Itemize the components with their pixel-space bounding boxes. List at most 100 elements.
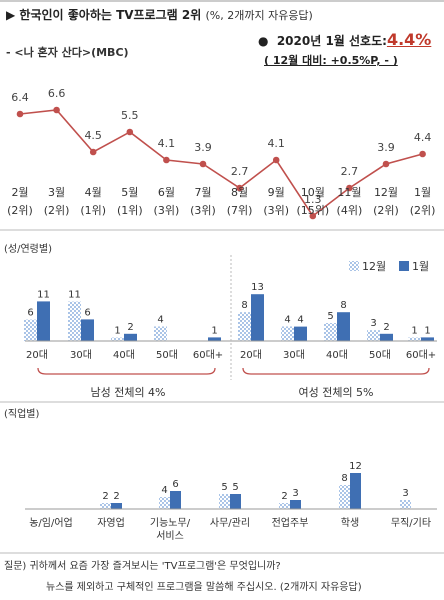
month-label: 12월 (374, 186, 398, 199)
bar-jan (294, 326, 307, 341)
month-label: 4월 (85, 186, 102, 199)
change-note: ( 12월 대비: +0.5%P, - ) (264, 52, 398, 68)
month-label: 5월 (121, 186, 138, 199)
rank-label: (1위) (80, 204, 106, 217)
bar-jan-label: 2 (127, 322, 133, 333)
trend-value-label: 4.1 (158, 137, 176, 150)
title-text: 한국인이 좋아하는 TV프로그램 2위 (19, 8, 202, 22)
bar-dec-label: 3 (402, 488, 408, 499)
month-label: 1월 (414, 186, 431, 199)
chart-title: ▶ 한국인이 좋아하는 TV프로그램 2위 (%, 2개까지 자유응답) (6, 6, 313, 23)
trend-point (89, 148, 97, 156)
bar-dec (68, 301, 81, 341)
trend-value-label: 2.7 (231, 165, 249, 178)
bar-jan-label: 3 (292, 488, 298, 499)
rank-label: (4위) (337, 204, 363, 217)
rank-label: (3위) (154, 204, 180, 217)
month-label: 2월 (11, 186, 28, 199)
trend-point (199, 160, 207, 168)
bar-jan (290, 500, 301, 509)
month-label: 10월 (301, 186, 325, 199)
section-label-sex-age: (성/연령별) (4, 244, 52, 255)
category-label: 30대 (70, 349, 92, 361)
bar-jan (111, 503, 122, 509)
category-label: 무직/기타 (391, 517, 431, 529)
rank-label: (15위) (296, 204, 329, 217)
bar-jan-label: 1 (424, 325, 430, 336)
bar-dec (159, 497, 170, 509)
trend-point (236, 184, 243, 192)
trend-point (419, 150, 426, 158)
month-label: 7월 (194, 186, 211, 199)
trend-point (163, 156, 170, 164)
bar-dec (238, 312, 251, 341)
rank-label: (2위) (44, 204, 70, 217)
category-label: 50대 (369, 349, 391, 361)
category-label: 20대 (240, 349, 262, 361)
preference-label: 2020년 1월 선호도: (276, 34, 387, 48)
rank-label: (7위) (227, 204, 253, 217)
bar-dec-label: 11 (68, 289, 81, 300)
bar-jan-label: 2 (113, 491, 119, 502)
bar-dec (281, 326, 294, 341)
bar-dec-label: 4 (161, 485, 167, 496)
rank-label: (2위) (373, 204, 399, 217)
trend-value-label: 1.3 (304, 193, 322, 206)
rank-label: (3위) (263, 204, 289, 217)
trend-value-label: 4.1 (267, 137, 285, 150)
category-label: 40대 (326, 349, 348, 361)
category-label: 서비스 (156, 530, 184, 542)
trend-value-label: 6.6 (48, 87, 66, 100)
trend-value-label: 3.9 (194, 141, 212, 154)
bar-dec-label: 4 (157, 315, 163, 326)
bar-dec-label: 1 (114, 325, 120, 336)
bar-dec-label: 1 (411, 325, 417, 336)
bar-dec (367, 330, 380, 341)
month-label: 3월 (48, 186, 65, 199)
survey-question: 질문) 귀하께서 요즘 가장 즐겨보시는 'TV프로그램'은 무엇입니까? (4, 561, 281, 572)
program-name: - <나 혼자 산다>(MBC) (6, 46, 129, 59)
bar-dec (24, 319, 37, 341)
preference-value: 4.4% (386, 30, 432, 49)
bullet-icon: ● (258, 34, 277, 48)
trend-value-label: 3.9 (377, 141, 395, 154)
trend-point (382, 160, 390, 168)
month-label: 9월 (268, 186, 285, 199)
legend-label-dec: 12월 (362, 260, 386, 273)
trend-point (126, 128, 134, 136)
bar-jan (350, 473, 361, 509)
rank-label: (1위) (117, 204, 143, 217)
bar-jan-label: 6 (172, 479, 178, 490)
trend-value-label: 2.7 (341, 165, 359, 178)
change-note-text: ( 12월 대비: +0.5%P, - ) (264, 54, 398, 67)
bar-jan-label: 1 (211, 325, 217, 336)
rank-label: (2위) (410, 204, 436, 217)
group-label-female: 여성 전체의 5% (298, 386, 373, 399)
group-bracket (37, 367, 216, 375)
bar-dec-label: 8 (341, 473, 347, 484)
bar-jan (208, 337, 221, 341)
preference-stat: ● 2020년 1월 선호도:4.4% (258, 30, 431, 49)
legend-label-jan: 1월 (412, 260, 429, 273)
bar-jan-label: 11 (37, 289, 50, 300)
trend-line-chart: 6.4 2월 (2위) 6.6 3월 (2위) 4.5 4월 (1위) 5.5 5월 (1위) 4.1 6… (7, 87, 436, 220)
category-label: 50대 (156, 349, 178, 361)
title-marker-icon: ▶ (6, 8, 20, 22)
category-label: 30대 (283, 349, 305, 361)
trend-point (53, 106, 60, 114)
bar-jan (37, 301, 50, 341)
bar-jan-label: 4 (297, 315, 303, 326)
trend-value-label: 4.4 (414, 131, 432, 144)
bar-dec (111, 337, 124, 341)
bar-dec-label: 2 (281, 491, 287, 502)
section-label-occupation: (직업별) (4, 409, 40, 420)
bar-dec-label: 5 (221, 482, 227, 493)
month-label: 11월 (337, 186, 361, 199)
bar-dec-label: 2 (102, 491, 108, 502)
legend-swatch-dec (349, 261, 359, 271)
bar-jan-label: 8 (340, 300, 346, 311)
rank-label: (2위) (7, 204, 33, 217)
bar-dec (339, 485, 350, 509)
